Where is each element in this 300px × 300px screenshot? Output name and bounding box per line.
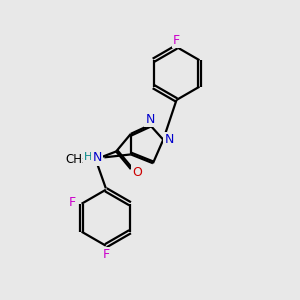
- Text: H: H: [83, 152, 92, 162]
- Text: O: O: [132, 166, 142, 178]
- Text: F: F: [69, 196, 76, 209]
- Text: N: N: [92, 151, 102, 164]
- Text: F: F: [102, 248, 110, 261]
- Text: O: O: [91, 152, 100, 165]
- Text: N: N: [145, 112, 155, 126]
- Text: N: N: [164, 133, 174, 146]
- Text: F: F: [173, 34, 180, 47]
- Text: CH₃: CH₃: [65, 153, 87, 166]
